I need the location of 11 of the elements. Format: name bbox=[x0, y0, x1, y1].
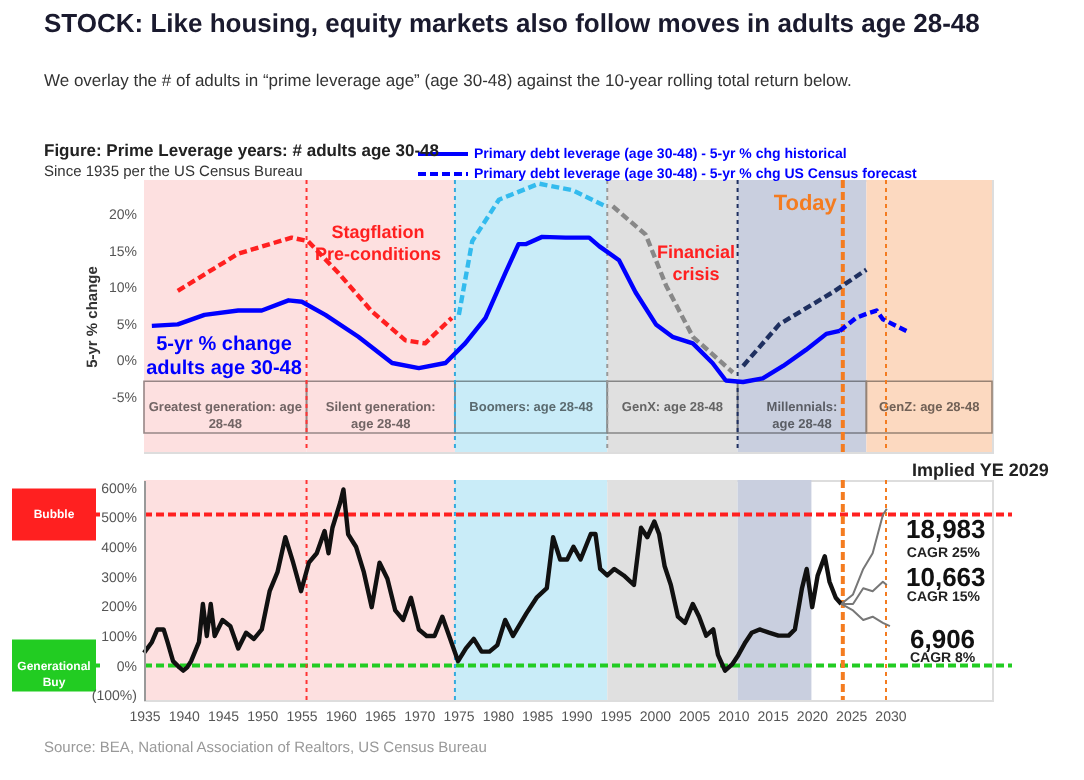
chart-subtitle: We overlay the # of adults in “prime leverage age” (age 30-48) against the 10-year rolling total return below. bbox=[44, 70, 852, 90]
chart-title: STOCK: Like housing, equity markets also follow moves in adults age 28-48 bbox=[44, 8, 980, 38]
annotation: Stagflation Pre-conditions bbox=[314, 222, 442, 264]
annotation: 6,906 bbox=[910, 624, 976, 654]
annotation: 5-yr % change adults age 30-48 bbox=[146, 334, 303, 380]
annotation: Financial crisis bbox=[656, 242, 736, 284]
text: Implied YE 2029 bbox=[912, 460, 1049, 480]
annotation: 18,983 bbox=[906, 514, 986, 544]
ref-line-label: Today bbox=[773, 192, 839, 216]
text: Figure: Prime Leverage years: # adults age 30-48 bbox=[44, 140, 440, 160]
annotation: 10,663 bbox=[906, 562, 986, 592]
